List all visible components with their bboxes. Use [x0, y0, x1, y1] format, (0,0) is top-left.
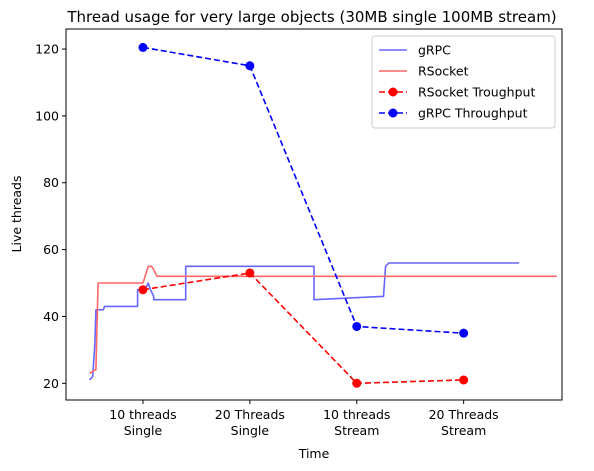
x-axis-label: Time: [298, 446, 330, 461]
y-tick-label: 100: [35, 108, 59, 123]
y-axis: 20 40 60 80 100 120: [35, 42, 66, 391]
y-tick-label: 40: [43, 309, 59, 324]
chart-title: Thread usage for very large objects (30M…: [66, 8, 556, 26]
series-point-2: [459, 375, 469, 385]
series-point-3: [138, 42, 148, 52]
x-tick-label: 20 Threads: [429, 407, 499, 422]
legend-label: RSocket: [418, 64, 469, 79]
y-tick-label: 120: [35, 42, 59, 57]
x-tick-label: 10 threads: [109, 407, 176, 422]
legend: gRPC RSocket RSocket Troughput gRPC Through…: [371, 35, 556, 129]
x-tick-label: 10 threads: [323, 407, 390, 422]
series-point-3: [245, 61, 255, 71]
legend-box: [371, 35, 556, 129]
series-point-2: [352, 378, 362, 388]
series-line-1: [89, 265, 557, 375]
series-point-2: [245, 268, 255, 278]
legend-marker: [388, 108, 398, 118]
x-tick-label: Single: [124, 423, 163, 438]
x-tick-label: Single: [231, 423, 270, 438]
y-tick-label: 80: [43, 175, 59, 190]
series-point-3: [352, 321, 362, 331]
x-tick-label: Stream: [334, 423, 379, 438]
x-tick-label: 20 Threads: [215, 407, 285, 422]
y-tick-label: 20: [43, 376, 59, 391]
series-point-3: [459, 328, 469, 338]
y-axis-label: Live threads: [9, 176, 24, 253]
plot-frame: [65, 28, 563, 401]
legend-label: gRPC: [418, 43, 451, 58]
series-line-2: [142, 272, 464, 385]
series-line-3: [142, 46, 464, 334]
y-tick-label: 60: [43, 242, 59, 257]
series-point-2: [138, 285, 148, 295]
series-line-0: [88, 262, 520, 381]
legend-marker: [388, 87, 398, 97]
plot-lines: [88, 42, 557, 388]
x-tick-label: Stream: [441, 423, 486, 438]
legend-label: RSocket Troughput: [418, 85, 535, 100]
legend-label: gRPC Throughput: [418, 106, 528, 121]
